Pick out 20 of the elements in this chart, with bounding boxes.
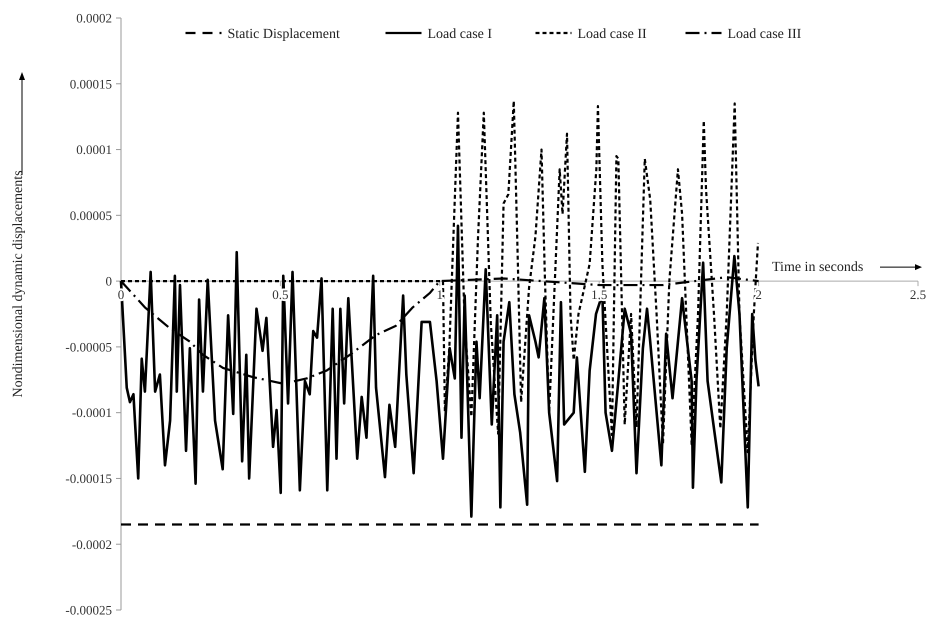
x-tick-label: 2.5 — [910, 287, 926, 302]
y-axis-title: Nondimensional dynamic displacements — [11, 170, 26, 398]
y-tick-label: -0.0001 — [72, 405, 112, 420]
y-tick-label: -0.0002 — [72, 536, 112, 552]
y-tick-label: 0.0001 — [76, 142, 112, 158]
y-tick-label: -0.00005 — [65, 339, 112, 354]
legend-label: Load case II — [578, 26, 648, 42]
legend-label: Static Displacement — [228, 26, 340, 42]
legend-label: Load case I — [428, 26, 492, 42]
legend-label: Load case III — [728, 26, 802, 42]
y-tick-label: 0 — [106, 274, 112, 289]
y-tick-label: 0.00015 — [70, 76, 112, 92]
x-tick-label: 1 — [436, 287, 444, 302]
y-tick-label: 0.00005 — [70, 208, 112, 223]
y-tick-label: -0.00015 — [65, 470, 112, 486]
y-tick-label: 0.0002 — [76, 10, 112, 26]
x-axis-title: Time in seconds — [772, 260, 864, 276]
x-tick-label: 1.5 — [591, 287, 608, 302]
y-tick-label: -0.00025 — [65, 602, 112, 618]
x-tick-label: 2 — [755, 287, 762, 302]
